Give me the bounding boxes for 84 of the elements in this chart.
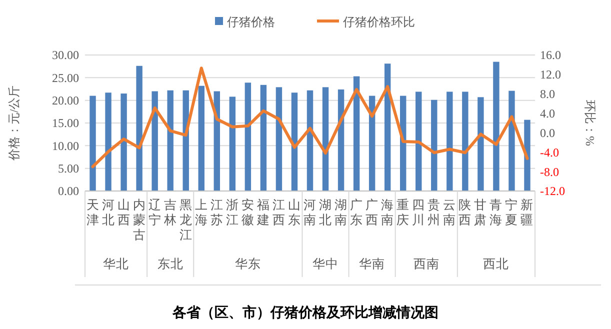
- x-tick-label: 青海: [490, 198, 503, 227]
- bar: [493, 62, 500, 191]
- y2-tick-label: 0.0: [540, 126, 555, 140]
- x-tick-label: 吉林: [162, 198, 177, 227]
- y2-tick-label: -12.0: [540, 184, 565, 198]
- bar: [167, 90, 174, 191]
- x-tick-label: 黑龙江: [179, 198, 192, 242]
- legend-label: 仔猪价格环比: [343, 15, 415, 30]
- text: 华南: [359, 257, 386, 271]
- line-series: [91, 66, 529, 168]
- bar: [416, 92, 422, 191]
- x-tick-label: 江苏: [210, 198, 224, 227]
- bar: [291, 92, 298, 191]
- bar: [353, 76, 360, 191]
- bar: [198, 86, 204, 191]
- bar: [244, 82, 252, 191]
- x-tick-label: 内蒙古: [132, 198, 146, 242]
- text: 各省（区、市）仔猪价格及环比增减情况图: [172, 304, 438, 320]
- bar: [276, 87, 282, 191]
- x-tick-label: 四川: [412, 198, 426, 227]
- bar: [260, 84, 267, 191]
- text: 华中: [312, 257, 339, 271]
- bar: [462, 92, 468, 191]
- bar: [508, 90, 515, 191]
- y-tick-label: 0.00: [58, 184, 79, 198]
- bar: [152, 91, 158, 191]
- y-tick-label: 30.00: [52, 48, 79, 62]
- bar: [446, 92, 453, 191]
- x-tick-label: 山东: [288, 198, 301, 227]
- text: 东北: [157, 257, 184, 271]
- x-tick-label: 河南: [304, 198, 316, 227]
- x-tick-label: 广西: [366, 198, 379, 227]
- y2-tick-label: 8.0: [540, 87, 555, 102]
- y2-tick-label: 16.0: [540, 48, 561, 62]
- bar: [338, 89, 344, 191]
- x-tick-label: 广东: [350, 198, 364, 227]
- bar: [306, 90, 314, 191]
- x-tick-label: 安徽: [241, 197, 254, 227]
- y-tick-label: 10.00: [52, 138, 79, 153]
- legend-label: 仔猪价格: [227, 15, 275, 30]
- bar: [384, 64, 391, 191]
- bar: [214, 91, 220, 191]
- x-tick-label: 宁夏: [505, 197, 518, 227]
- x-tick-label: 福建: [256, 198, 270, 227]
- y2-tick-label: -4.0: [540, 145, 559, 160]
- bar: [431, 100, 438, 191]
- bar: [524, 120, 530, 191]
- x-tick-label: 天津: [86, 198, 100, 227]
- x-tick-label: 海南: [381, 198, 394, 227]
- text: 华北: [103, 257, 130, 271]
- y2-tick-label: 4.0: [540, 106, 555, 120]
- bar: [105, 92, 112, 191]
- y-tick-label: 15.00: [52, 116, 79, 130]
- bar: [322, 87, 329, 191]
- y2-tick-label: 12.0: [540, 68, 561, 82]
- y2-axis-title: 环比：%: [583, 100, 597, 146]
- y-tick-label: 20.00: [52, 94, 79, 108]
- x-tick-label: 甘肃: [474, 198, 488, 227]
- bar: [120, 94, 127, 191]
- x-tick-label: 新疆: [520, 198, 534, 227]
- y2-tick-label: -8.0: [540, 164, 559, 179]
- x-tick-label: 重庆: [396, 198, 410, 227]
- x-tick-label: 辽宁: [148, 198, 162, 227]
- x-tick-label: 上海: [194, 198, 208, 227]
- y-tick-label: 5.00: [58, 162, 79, 176]
- y-tick-label: 25.00: [52, 70, 79, 85]
- bar: [90, 96, 96, 191]
- text: 西北: [483, 257, 510, 271]
- x-tick-label: 江西: [272, 198, 286, 227]
- x-tick-label: 山西: [117, 198, 130, 227]
- bar: [229, 96, 236, 191]
- text: 华东: [234, 257, 261, 271]
- x-tick-label: 贵州: [428, 198, 441, 227]
- bar: [478, 97, 484, 191]
- x-tick-label: 浙江: [226, 198, 239, 227]
- x-tick-label: 云南: [443, 198, 456, 227]
- bar: [368, 96, 376, 191]
- x-tick-label: 湖北: [319, 198, 332, 227]
- y-axis-title: 价格：元/公斤: [7, 85, 21, 162]
- text: 西南: [413, 257, 440, 271]
- x-tick-label: 河北: [102, 198, 115, 227]
- bar: [136, 66, 142, 191]
- x-tick-label: 湖南: [334, 198, 348, 227]
- x-tick-label: 陕西: [458, 198, 472, 227]
